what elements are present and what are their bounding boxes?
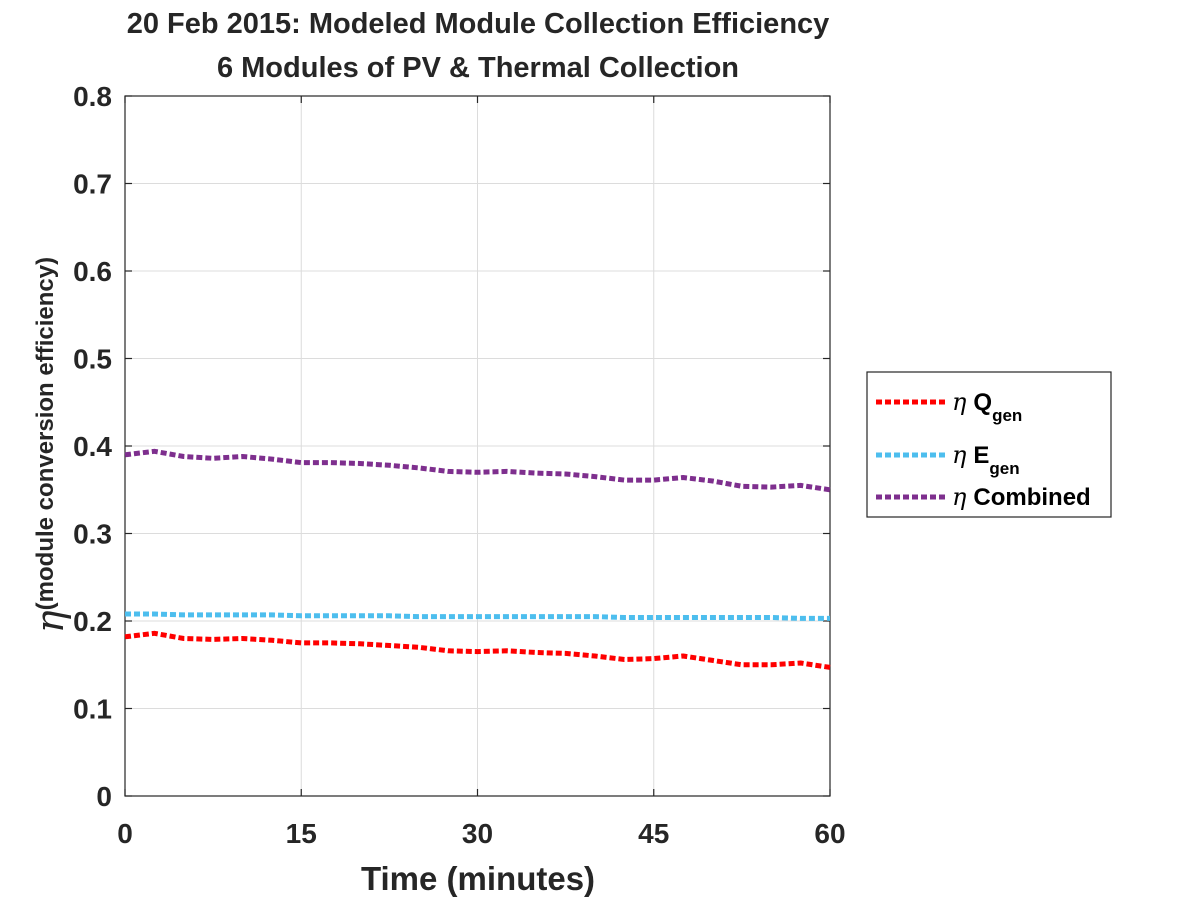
x-axis-label: Time (minutes) — [361, 860, 595, 897]
legend-entry-1: η Qgen — [952, 388, 1022, 425]
legend-box — [866, 371, 1112, 518]
series-line-1 — [124, 630, 831, 670]
legend-entry-3: η Combined — [952, 483, 1091, 511]
y-axis-label-subscript: (module conversion efficiency) — [32, 257, 59, 610]
legend-entry-symbol: η — [952, 483, 967, 511]
x-tick-label: 45 — [638, 818, 669, 849]
x-tick-label: 0 — [117, 818, 133, 849]
x-tick-label: 15 — [286, 818, 317, 849]
legend-entry-2: η Egen — [952, 441, 1020, 478]
y-tick-label: 0.2 — [73, 606, 112, 637]
y-tick-label: 0.7 — [73, 169, 112, 200]
y-tick-label: 0 — [96, 781, 112, 812]
data-series — [124, 448, 831, 670]
svg-text:η(module conversion efficiency: η(module conversion efficiency) — [28, 257, 72, 633]
y-tick-label: 0.6 — [73, 256, 112, 287]
grid-lines — [124, 95, 831, 797]
legend-entry-symbol: η — [952, 388, 967, 416]
legend-entry-label: Q — [973, 389, 992, 416]
legend-entry-subscript: gen — [992, 406, 1022, 425]
y-axis-label: η(module conversion efficiency) — [28, 257, 72, 633]
x-tick-label: 60 — [814, 818, 845, 849]
y-tick-label: 0.3 — [73, 519, 112, 550]
series-line-3 — [124, 448, 831, 493]
series-line-2 — [125, 611, 830, 621]
legend-entry-subscript: gen — [989, 459, 1019, 478]
y-axis-label-symbol: η — [28, 610, 72, 633]
y-tick-label: 0.4 — [73, 431, 112, 462]
chart-title-line-1: 20 Feb 2015: Modeled Module Collection E… — [127, 8, 830, 40]
legend-entry-label: E — [973, 442, 989, 469]
chart-title: 20 Feb 2015: Modeled Module Collection E… — [127, 8, 830, 84]
axis-ticks: 0 15 30 45 60 0 0.1 0.2 0.3 0.4 0.5 0.6 0.7 0.8 — [73, 81, 846, 849]
legend-entry-symbol: η — [952, 441, 967, 469]
legend-entry-label: Combined — [973, 484, 1090, 511]
y-tick-label: 0.8 — [73, 81, 112, 112]
y-tick-label: 0.1 — [73, 694, 112, 725]
y-tick-label: 0.5 — [73, 344, 112, 375]
chart-title-line-2: 6 Modules of PV & Thermal Collection — [217, 52, 739, 84]
x-tick-label: 30 — [462, 818, 493, 849]
